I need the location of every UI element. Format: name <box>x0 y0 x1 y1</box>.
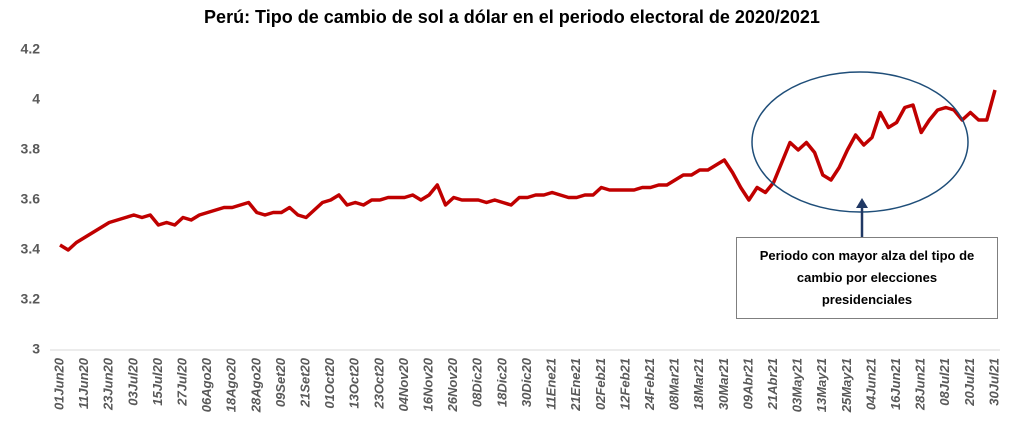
x-tick-label: 23Oct20 <box>371 357 386 409</box>
x-tick-label: 28Jun21 <box>913 358 928 411</box>
data-line <box>59 89 997 252</box>
x-tick-label: 08Jul21 <box>937 358 952 406</box>
x-tick-label: 09Set20 <box>273 357 288 407</box>
x-tick-label: 16Jun21 <box>888 358 903 410</box>
x-tick-label: 21Abr21 <box>765 358 780 410</box>
x-tick-label: 30Mar21 <box>716 358 731 410</box>
y-tick-label: 3.8 <box>21 141 41 157</box>
y-tick-label: 3.2 <box>21 291 41 307</box>
y-tick-label: 4.2 <box>21 41 41 57</box>
x-tick-label: 27Jul20 <box>174 357 189 406</box>
x-tick-label: 11Jun20 <box>76 357 91 409</box>
x-tick-label: 21Ene21 <box>568 358 583 412</box>
highlight-ellipse <box>751 71 969 213</box>
x-tick-label: 24Feb21 <box>642 358 657 411</box>
x-tick-label: 08Mar21 <box>667 358 682 410</box>
x-tick-label: 20Jul21 <box>962 358 977 407</box>
x-tick-label: 03May21 <box>790 358 805 412</box>
x-tick-label: 16Nov20 <box>421 357 436 411</box>
chart-title: Perú: Tipo de cambio de sol a dólar en e… <box>204 7 820 27</box>
annotation-box: Periodo con mayor alza del tipo de cambi… <box>736 237 998 319</box>
x-tick-label: 18Dic20 <box>494 357 509 407</box>
x-tick-label: 18Ago20 <box>224 357 239 412</box>
x-tick-label: 03Jul20 <box>125 357 140 405</box>
x-tick-label: 13Oct20 <box>347 357 362 408</box>
x-tick-label: 30Dic20 <box>519 357 534 407</box>
x-tick-label: 15Jul20 <box>150 357 165 405</box>
x-tick-label: 18Mar21 <box>691 358 706 410</box>
x-tick-label: 04Jun21 <box>863 358 878 410</box>
y-tick-label: 4 <box>32 91 40 107</box>
x-tick-label: 13May21 <box>814 358 829 412</box>
x-tick-label: 09Abr21 <box>740 358 755 409</box>
y-tick-label: 3.4 <box>21 241 41 257</box>
y-tick-label: 3 <box>32 341 40 357</box>
x-tick-label: 01Jun20 <box>51 357 66 410</box>
y-tick-label: 3.6 <box>21 191 41 207</box>
x-tick-label: 08Dic20 <box>470 357 485 407</box>
x-tick-label: 26Nov20 <box>445 357 460 412</box>
x-tick-label: 01Oct20 <box>322 357 337 408</box>
x-tick-label: 25May21 <box>839 358 854 413</box>
x-tick-label: 04Nov20 <box>396 357 411 411</box>
x-tick-label: 30Jul21 <box>986 358 1001 406</box>
x-tick-label: 21Set20 <box>297 357 312 408</box>
x-tick-label: 06Ago20 <box>199 357 214 412</box>
x-tick-label: 12Feb21 <box>617 358 632 410</box>
x-tick-label: 11Ene21 <box>544 358 559 410</box>
x-tick-label: 02Feb21 <box>593 358 608 410</box>
x-tick-label: 28Ago20 <box>248 357 263 413</box>
x-tick-label: 23Jun20 <box>101 357 116 411</box>
arrow-head <box>856 198 868 208</box>
